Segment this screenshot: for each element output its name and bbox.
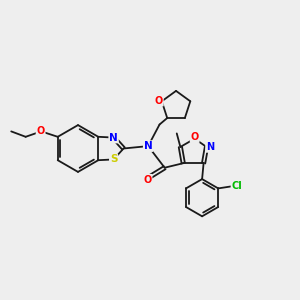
Text: N: N — [206, 142, 214, 152]
Text: O: O — [37, 126, 45, 136]
Text: N: N — [109, 133, 118, 142]
Text: S: S — [110, 154, 117, 164]
Text: N: N — [144, 141, 152, 151]
Text: Cl: Cl — [231, 181, 242, 191]
Text: O: O — [154, 96, 163, 106]
Text: O: O — [190, 132, 199, 142]
Text: O: O — [143, 175, 152, 185]
